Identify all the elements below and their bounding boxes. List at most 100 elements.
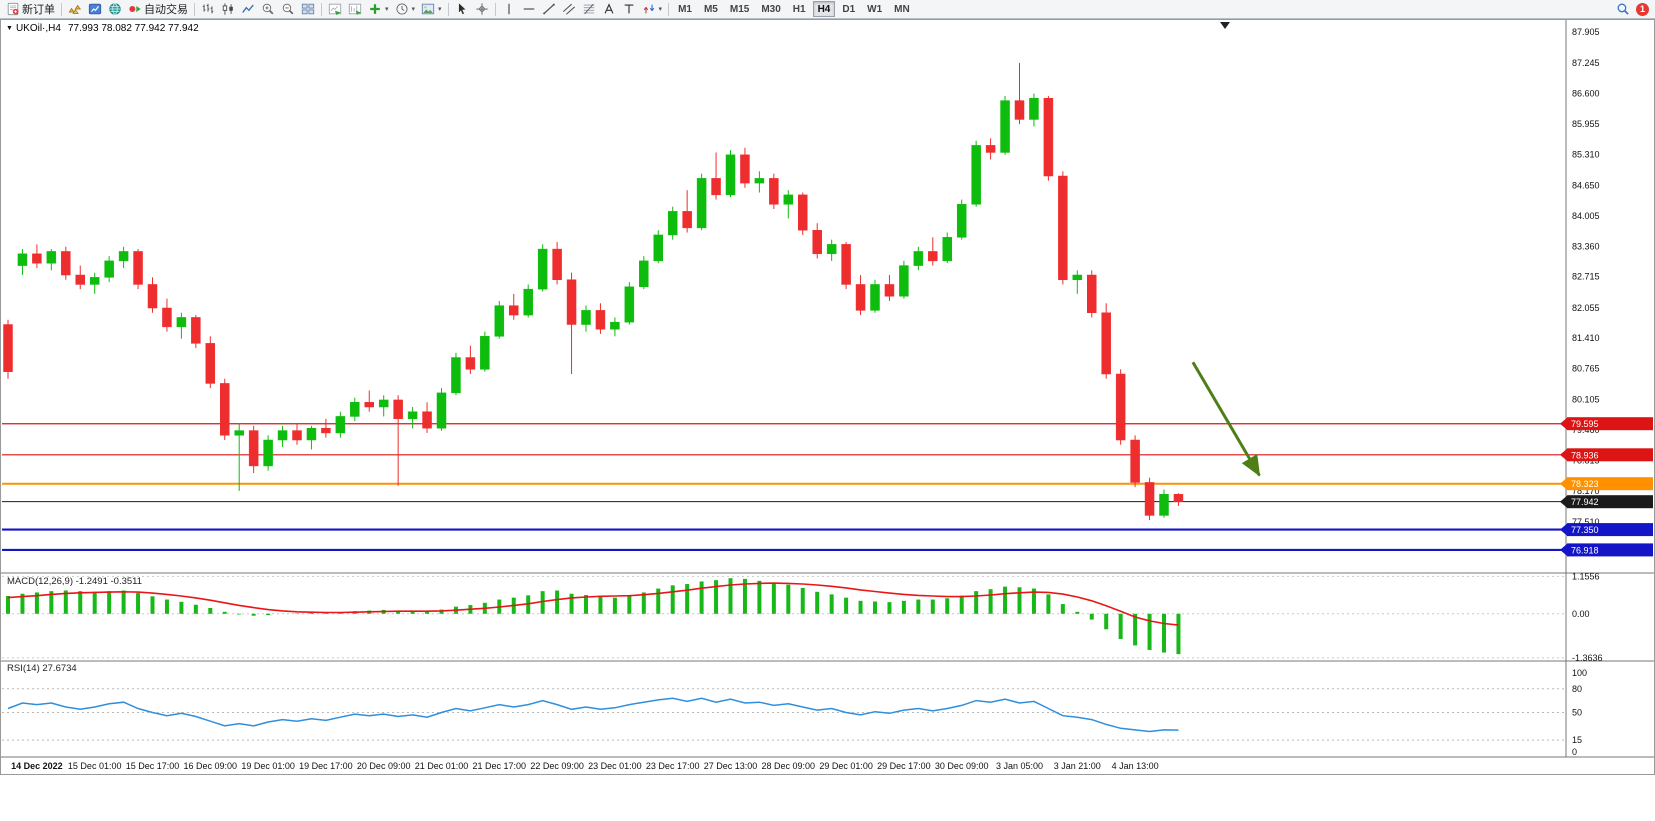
zoom-in-icon [261,2,275,16]
dropdown-caret-icon[interactable]: ▾ [411,6,416,13]
rsi-line [7,697,1179,733]
search-button[interactable] [1613,1,1633,18]
add-indicator-icon [368,2,382,16]
timeframe-h4-button[interactable]: H4 [812,1,836,17]
dropdown-caret-icon[interactable]: ▾ [438,6,442,13]
vertical-line-icon [502,2,516,16]
symbol-text: UKOil·,H4 [15,23,61,34]
macd-panel [6,578,1181,655]
candlestick-icon [221,2,235,16]
community-button[interactable] [105,1,125,18]
timeframe-m5-button[interactable]: M5 [699,1,723,17]
text-button[interactable] [599,1,619,18]
chart-window: 87.905 87.245 86.600 85.955 85.310 84.650 84.0… [0,19,1655,821]
svg-text:22 Dec 09:00: 22 Dec 09:00 [530,761,584,771]
chart-shift-icon [348,2,362,16]
svg-text:23 Dec 01:00: 23 Dec 01:00 [588,761,642,771]
price-chart[interactable]: 87.905 87.245 86.600 85.955 85.310 84.650 84.0… [0,19,1655,775]
svg-text:0.00: 0.00 [1572,609,1590,619]
svg-text:77.350: 77.350 [1571,525,1599,535]
horizontal-price-lines[interactable] [2,423,1564,552]
svg-text:19 Dec 17:00: 19 Dec 17:00 [299,761,353,771]
toolbar-separator [494,2,496,16]
ohlc-bars-icon [201,2,215,16]
text-label-button[interactable] [619,1,639,18]
chart-plot-area[interactable] [0,19,1655,775]
svg-text:78.936: 78.936 [1571,450,1599,460]
macd-label: MACD(12,26,9) -1.2491 -0.3511 [7,576,143,587]
trendline-icon [542,2,556,16]
zoom-out-icon [281,2,295,16]
dropdown-caret-icon[interactable]: ▾ [385,6,389,13]
templates-button[interactable]: ▾ [418,1,445,18]
rsi-gridlines [2,688,1564,741]
timeframe-mn-button[interactable]: MN [889,1,915,17]
data-window-button[interactable] [85,1,105,18]
svg-text:27 Dec 13:00: 27 Dec 13:00 [704,761,758,771]
svg-text:83.360: 83.360 [1572,241,1600,251]
trendline-button[interactable] [539,1,559,18]
vertical-line-button[interactable] [499,1,519,18]
svg-text:3 Jan 21:00: 3 Jan 21:00 [1054,761,1101,771]
line-chart-mode-button[interactable] [238,1,258,18]
auto-trading-button[interactable]: 自动交易 [125,1,191,18]
svg-text:86.600: 86.600 [1572,89,1600,99]
bar-chart-mode-button[interactable] [198,1,218,18]
chart-shift-button[interactable] [345,1,365,18]
indicators-button[interactable]: ▾ [365,1,392,18]
timeframe-w1-button[interactable]: W1 [862,1,887,17]
candlestick-mode-button[interactable] [218,1,238,18]
crosshair-button[interactable] [472,1,492,18]
arrow-marks-icon [642,2,656,16]
market-watch-button[interactable] [65,1,85,18]
globe-icon [108,2,122,16]
chart-shift-marker[interactable] [1220,22,1230,29]
fibonacci-button[interactable] [579,1,599,18]
chart-symbol-title: ▼ UKOil·,H4 77.993 78.082 77.942 77.942 [6,23,199,34]
price-line-badges: 79.595 78.936 78.323 77.942 77.350 76.918 [1560,417,1653,557]
horizontal-line-button[interactable] [519,1,539,18]
arrows-tool-button[interactable]: ▾ [639,1,666,18]
trend-arrow-annotation[interactable] [1191,361,1261,477]
zoom-out-button[interactable] [278,1,298,18]
svg-text:19 Dec 01:00: 19 Dec 01:00 [241,761,295,771]
auto-trading-label: 自动交易 [144,4,188,16]
svg-text:78.170: 78.170 [1572,486,1600,496]
auto-scroll-button[interactable] [325,1,345,18]
svg-text:50: 50 [1572,708,1582,718]
timeframe-m15-button[interactable]: M15 [725,1,754,17]
toolbar-separator [321,2,322,16]
candlestick-series [3,62,1184,521]
timeframe-h1-button[interactable]: H1 [788,1,811,17]
svg-text:20 Dec 09:00: 20 Dec 09:00 [357,761,411,771]
timeframe-d1-button[interactable]: D1 [837,1,860,17]
timeframe-m1-button[interactable]: M1 [673,1,697,17]
svg-text:21 Dec 01:00: 21 Dec 01:00 [415,761,469,771]
new-order-button[interactable]: 新订单 [3,1,58,18]
time-scale[interactable]: 14 Dec 2022 15 Dec 01:00 15 Dec 17:00 16 De… [11,761,1158,771]
svg-text:1.1556: 1.1556 [1572,571,1600,581]
svg-text:82.055: 82.055 [1572,303,1600,313]
svg-text:100: 100 [1572,668,1587,678]
equidistant-channel-button[interactable] [559,1,579,18]
svg-text:77.510: 77.510 [1572,517,1600,527]
cursor-button[interactable] [452,1,472,18]
notifications-button[interactable]: 1 [1633,1,1652,18]
svg-text:85.955: 85.955 [1572,119,1600,129]
svg-text:29 Dec 01:00: 29 Dec 01:00 [819,761,873,771]
timeframe-m30-button[interactable]: M30 [756,1,785,17]
tile-windows-button[interactable] [298,1,318,18]
main-toolbar: 新订单 自动交易 ▾ ▾ ▾ ▾ M1 M5 M15 M30 H1 H4 D1 W1 MN 1 [0,0,1655,19]
zoom-in-button[interactable] [258,1,278,18]
svg-text:15: 15 [1572,735,1582,745]
toolbar-separator [447,2,449,16]
dropdown-caret-icon[interactable]: ▾ [658,6,663,13]
svg-text:87.905: 87.905 [1572,27,1600,37]
svg-text:21 Dec 17:00: 21 Dec 17:00 [473,761,527,771]
notification-badge: 1 [1636,2,1649,16]
svg-text:85.310: 85.310 [1572,149,1600,159]
crosshair-icon [475,2,489,16]
svg-text:77.942: 77.942 [1571,497,1599,507]
periods-button[interactable]: ▾ [392,1,419,18]
expand-arrow-icon[interactable]: ▼ [6,25,13,32]
